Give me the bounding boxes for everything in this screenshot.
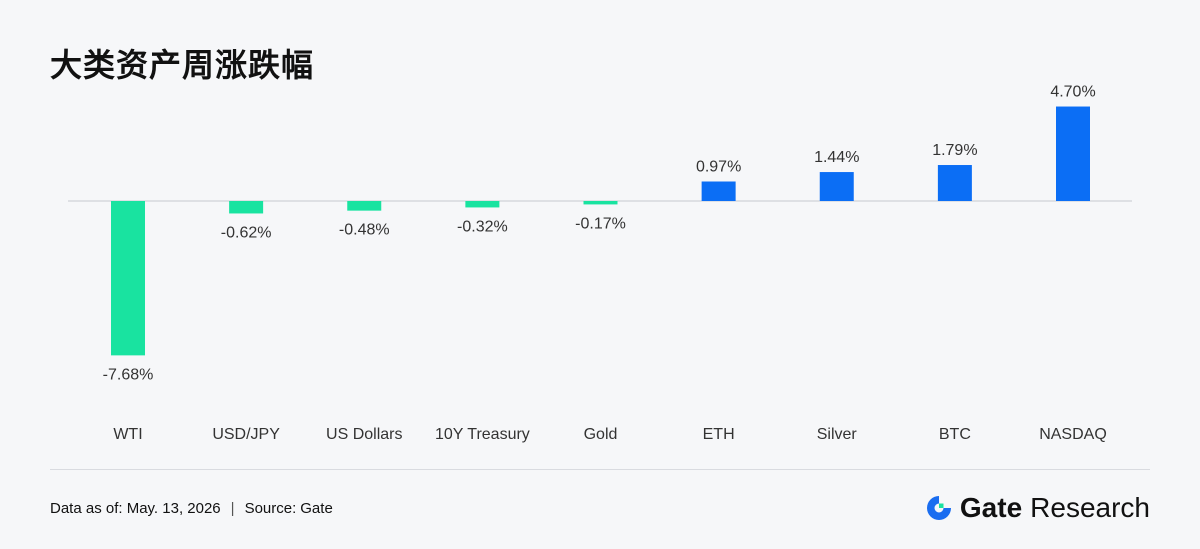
brand-logo: Gate Research — [924, 492, 1150, 524]
x-tick-label: 10Y Treasury — [435, 426, 530, 443]
x-tick-label: Silver — [817, 426, 858, 443]
bar-usd-jpy — [229, 201, 264, 214]
bar-btc — [937, 165, 972, 201]
bar-chart: -7.68% WTI -0.62% USD/JPY -0.48% US Dollars -0… — [68, 84, 1132, 443]
data-label: -0.17% — [575, 215, 626, 232]
footer-separator: | — [230, 500, 235, 517]
brand-suffix: Research — [1030, 492, 1150, 523]
data-label: -0.32% — [457, 218, 508, 235]
bar-nasdaq — [1056, 106, 1090, 201]
bar-10y-treasury — [465, 201, 500, 208]
data-label: -0.62% — [221, 224, 272, 241]
x-tick-label: USD/JPY — [212, 426, 280, 443]
gate-logo-icon — [926, 496, 951, 520]
bar-wti — [111, 201, 145, 356]
data-date-label: Data as of: May. 13, 2026 — [50, 500, 221, 517]
x-tick-label: WTI — [113, 426, 142, 443]
x-tick-label: US Dollars — [326, 426, 402, 443]
page-title: 大类资产周涨跌幅 — [50, 46, 315, 84]
bar-gold — [583, 201, 618, 205]
data-label: -0.48% — [339, 222, 390, 239]
bar-silver — [819, 172, 854, 201]
footer-divider — [50, 469, 1150, 470]
footer-note: Data as of: May. 13, 2026 | Source: Gate — [50, 500, 333, 517]
x-tick-label: ETH — [703, 426, 735, 443]
data-label: 1.79% — [932, 142, 977, 159]
source-label: Source: — [244, 500, 297, 517]
bar-eth — [701, 181, 736, 201]
data-label: 1.44% — [814, 149, 859, 166]
data-label: 4.70% — [1050, 84, 1095, 101]
data-label: -7.68% — [103, 366, 154, 383]
brand-name: Gate — [959, 492, 1023, 523]
data-label: 0.97% — [696, 159, 741, 176]
bar-us-dollars — [347, 201, 382, 211]
x-tick-label: BTC — [939, 426, 971, 443]
x-tick-label: Gold — [584, 426, 618, 443]
x-tick-label: NASDAQ — [1039, 426, 1107, 443]
source-value: Gate — [300, 500, 333, 517]
